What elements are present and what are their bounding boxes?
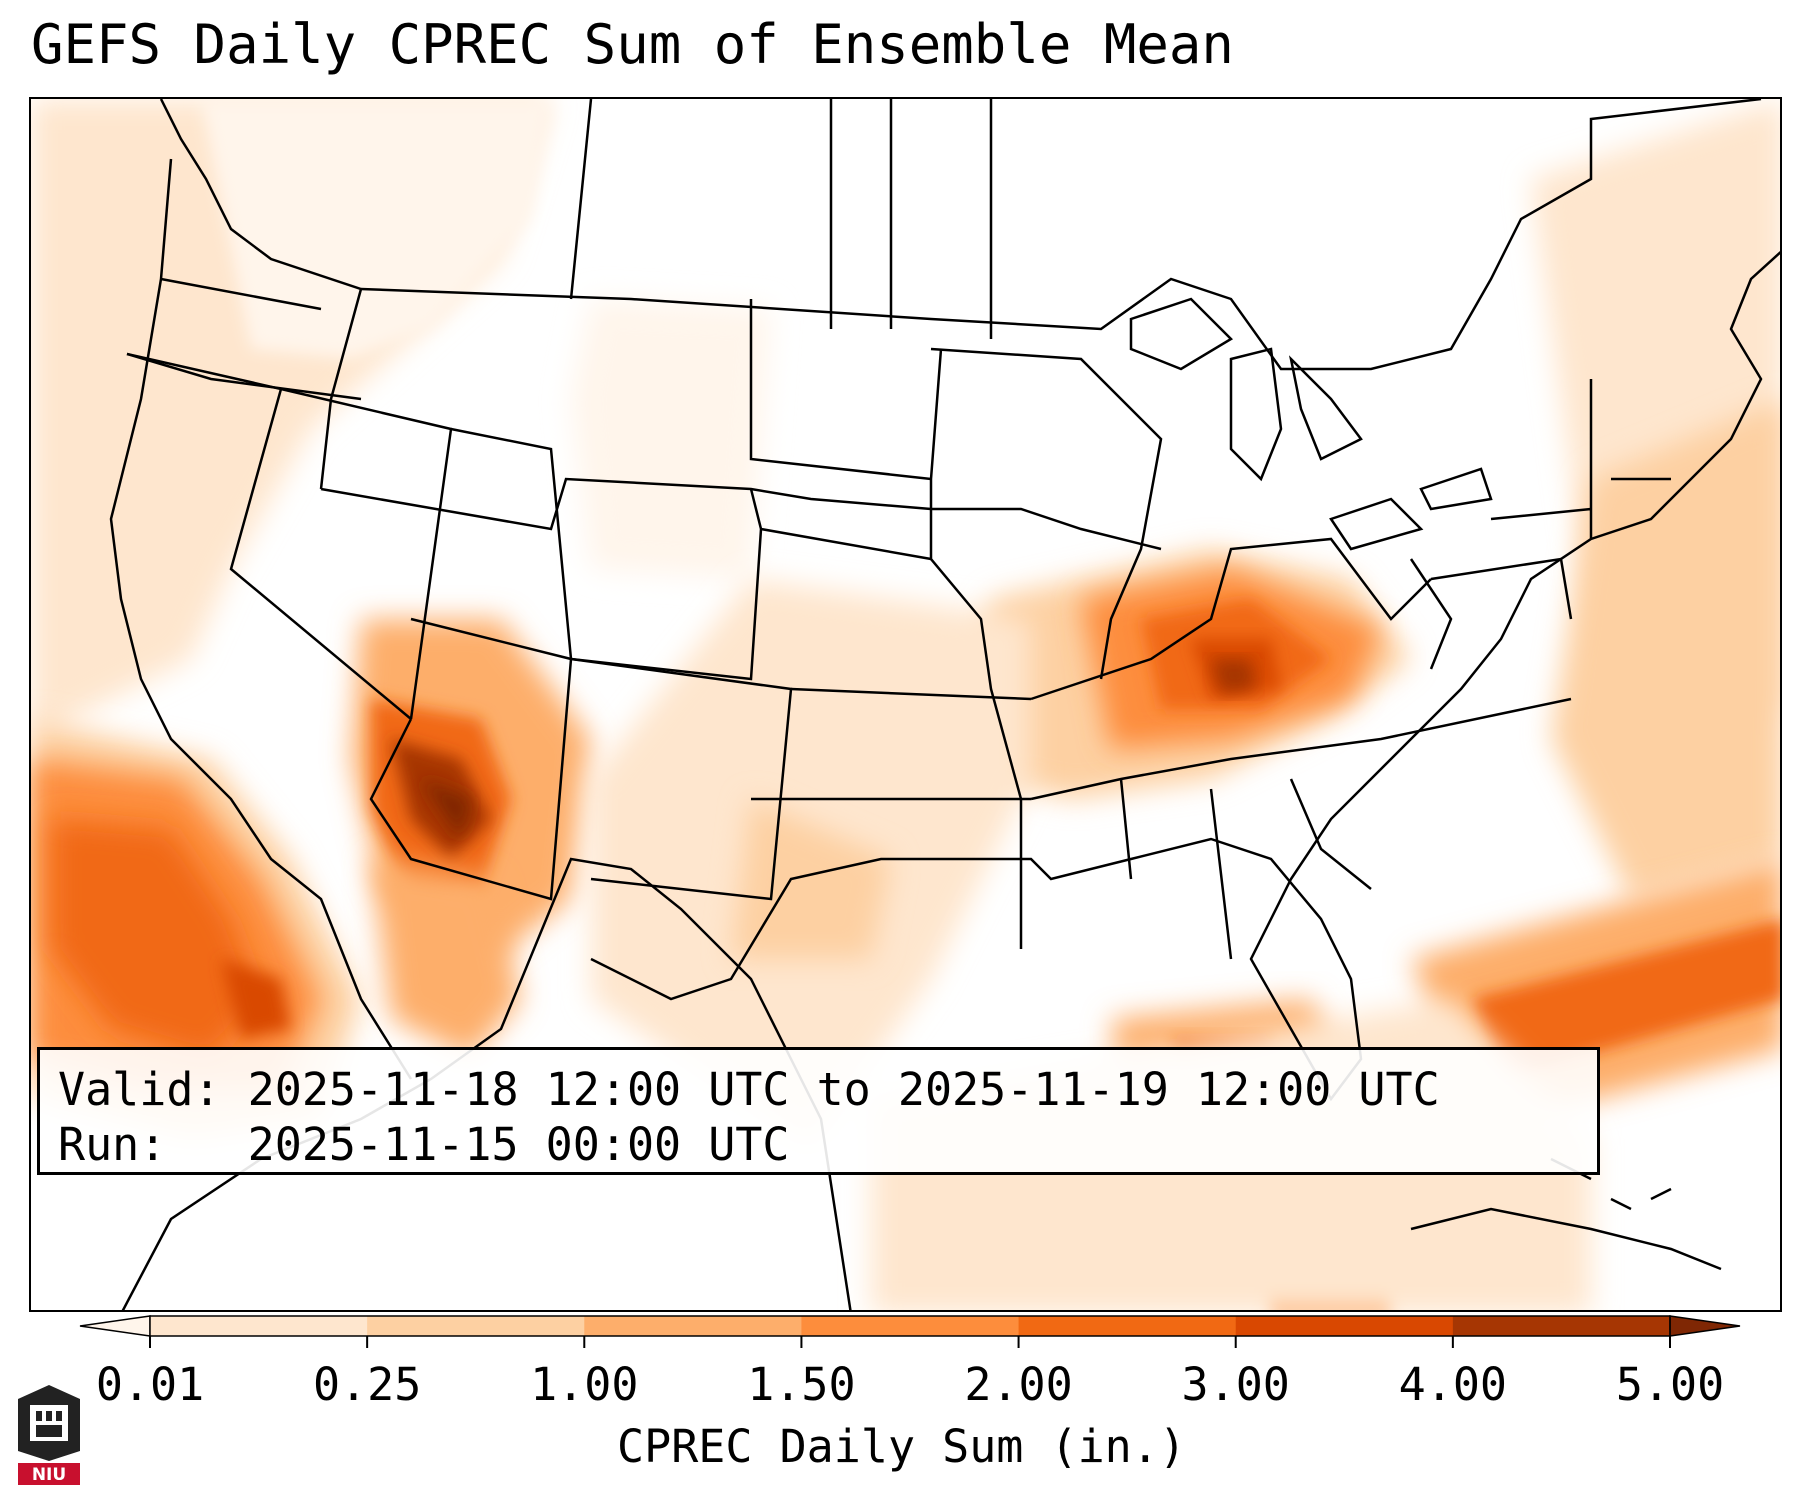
colorbar-segment [150, 1316, 368, 1336]
colorbar [79, 1315, 1741, 1348]
colorbar-label: CPREC Daily Sum (in.) [617, 1420, 1186, 1473]
colorbar-segment [1452, 1316, 1671, 1336]
colorbar-tick-label: 2.00 [964, 1358, 1073, 1411]
colorbar-tick-label: 0.25 [312, 1358, 422, 1411]
map-title: GEFS Daily CPREC Sum of Ensemble Mean [31, 13, 1234, 76]
colorbar-extend-low [79, 1315, 151, 1337]
great-lakes [1129, 297, 1493, 551]
colorbar-tick-label: 3.00 [1181, 1358, 1290, 1411]
colorbar-tick-label: 5.00 [1615, 1358, 1725, 1411]
colorbar-segment [584, 1316, 802, 1336]
colorbar-segment [801, 1316, 1020, 1336]
colorbar-tick-label: 4.00 [1398, 1358, 1508, 1411]
colorbar-tick-label: 1.50 [747, 1358, 856, 1411]
colorbar-outline [149, 1315, 1671, 1337]
valid-time-text: Valid: 2025-11-18 12:00 UTC to 2025-11-1… [58, 1063, 1440, 1116]
map-coastline [109, 158, 1780, 1102]
run-time-text: Run: 2025-11-15 00:00 UTC [58, 1118, 790, 1171]
valid-run-info-box: Valid: 2025-11-18 12:00 UTC to 2025-11-1… [37, 1047, 1600, 1175]
map-boundary-line [159, 99, 1762, 371]
svg-text:NIU: NIU [32, 1465, 66, 1485]
colorbar-extend-high [1669, 1315, 1741, 1337]
colorbar-segment [1018, 1316, 1237, 1336]
colorbar-tick-label: 0.01 [95, 1358, 205, 1411]
niu-logo: NIU [18, 1385, 80, 1485]
state-borders [126, 99, 1671, 960]
colorbar-segment [1235, 1316, 1454, 1336]
colorbar-segment [367, 1316, 585, 1336]
colorbar-tick-label: 1.00 [530, 1358, 639, 1411]
